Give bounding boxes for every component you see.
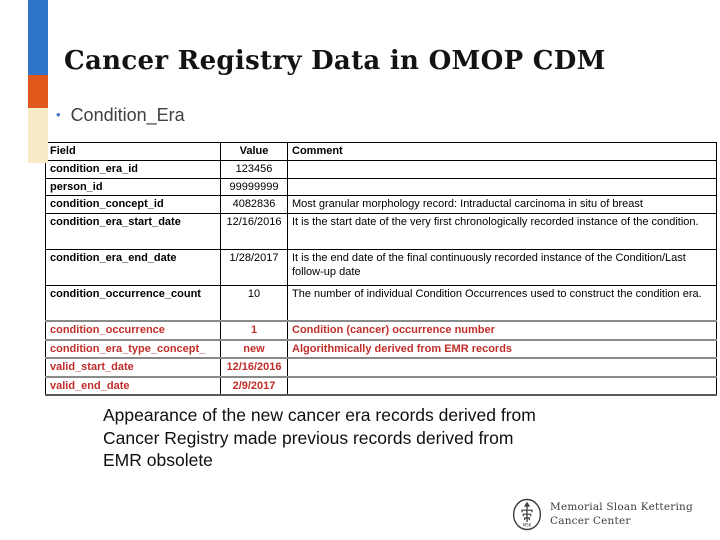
table-row: condition_era_id 123456	[45, 160, 717, 179]
cell-field: valid_start_date	[45, 357, 221, 378]
caption-line: Cancer Registry made previous records de…	[103, 427, 514, 448]
cell-comment: Most granular morphology record: Intradu…	[287, 195, 717, 214]
slide-title: Cancer Registry Data in OMOP CDM	[64, 46, 606, 76]
cell-field: condition_concept_id	[45, 195, 221, 214]
bullet-icon: •	[56, 107, 61, 122]
table-row: condition_era_end_date 1/28/2017 It is the…	[45, 248, 717, 286]
cell-value: 1	[220, 320, 288, 341]
svg-text:MSK: MSK	[523, 523, 532, 528]
table-row: valid_start_date 12/16/2016	[45, 357, 717, 378]
cell-comment: Algorithmically derived from EMR records	[287, 338, 717, 360]
column-header-field: Field	[45, 142, 221, 161]
table-row: condition_era_start_date 12/16/2016 It is …	[45, 212, 717, 250]
cell-field: condition_occurrence_count	[45, 284, 221, 322]
column-header-comment: Comment	[287, 142, 717, 161]
accent-bar-orange-segment	[28, 75, 48, 108]
cell-value: new	[220, 338, 288, 360]
cell-field: condition_occurrence	[45, 320, 221, 341]
column-header-value: Value	[220, 142, 288, 161]
logo-line2: Cancer Center	[550, 514, 631, 527]
table-row: condition_concept_id 4082836 Most granular…	[45, 195, 717, 214]
cell-value: 12/16/2016	[220, 357, 288, 378]
cell-value: 12/16/2016	[220, 212, 288, 250]
cell-field: condition_era_type_concept_	[45, 338, 221, 360]
cell-comment	[287, 357, 717, 378]
table-row: condition_occurrence_count 10 The number o…	[45, 284, 717, 322]
accent-bar-cream-segment	[28, 108, 48, 163]
cell-field: person_id	[45, 177, 221, 197]
cell-value: 123456	[220, 160, 288, 179]
cell-comment: It is the end date of the final continuo…	[287, 248, 717, 286]
bullet-line: • Condition_Era	[56, 105, 185, 126]
bullet-text: Condition_Era	[70, 105, 185, 125]
msk-logo: MSK Memorial Sloan Kettering Cancer Cent…	[512, 498, 693, 531]
cell-comment: It is the start date of the very first c…	[287, 212, 717, 250]
cell-comment	[287, 375, 717, 397]
table-body: condition_era_id 123456 person_id 99999999 c…	[45, 160, 717, 397]
cell-value: 1/28/2017	[220, 248, 288, 286]
logo-line1: Memorial Sloan Kettering	[550, 500, 693, 513]
cell-comment: Condition (cancer) occurrence number	[287, 320, 717, 341]
table-header-row: Field Value Comment	[45, 142, 717, 161]
left-accent-bar	[28, 0, 48, 163]
cell-field: condition_era_start_date	[45, 212, 221, 250]
cell-comment: The number of individual Condition Occur…	[287, 284, 717, 322]
cell-value: 99999999	[220, 177, 288, 197]
cell-value: 10	[220, 284, 288, 322]
cell-value: 2/9/2017	[220, 375, 288, 397]
cell-field: condition_era_id	[45, 160, 221, 179]
cell-comment	[287, 177, 717, 197]
caption-line: EMR obsolete	[103, 450, 213, 471]
accent-bar-blue-segment	[28, 0, 48, 75]
caption: Appearance of the new cancer era records…	[103, 404, 536, 472]
caption-line: Appearance of the new cancer era records…	[103, 405, 536, 425]
condition-era-table: Field Value Comment condition_era_id 1234…	[45, 142, 717, 397]
table-row: person_id 99999999	[45, 177, 717, 197]
logo-text: Memorial Sloan Kettering Cancer Center	[550, 501, 693, 528]
cell-value: 4082836	[220, 195, 288, 214]
msk-emblem-icon: MSK	[512, 498, 542, 531]
cell-field: valid_end_date	[45, 375, 221, 397]
table-row: valid_end_date 2/9/2017	[45, 375, 717, 397]
cell-field: condition_era_end_date	[45, 248, 221, 286]
table-row: condition_era_type_concept_ new Algorithmi…	[45, 338, 717, 360]
cell-comment	[287, 160, 717, 179]
table-row: condition_occurrence 1 Condition (cancer) …	[45, 320, 717, 341]
